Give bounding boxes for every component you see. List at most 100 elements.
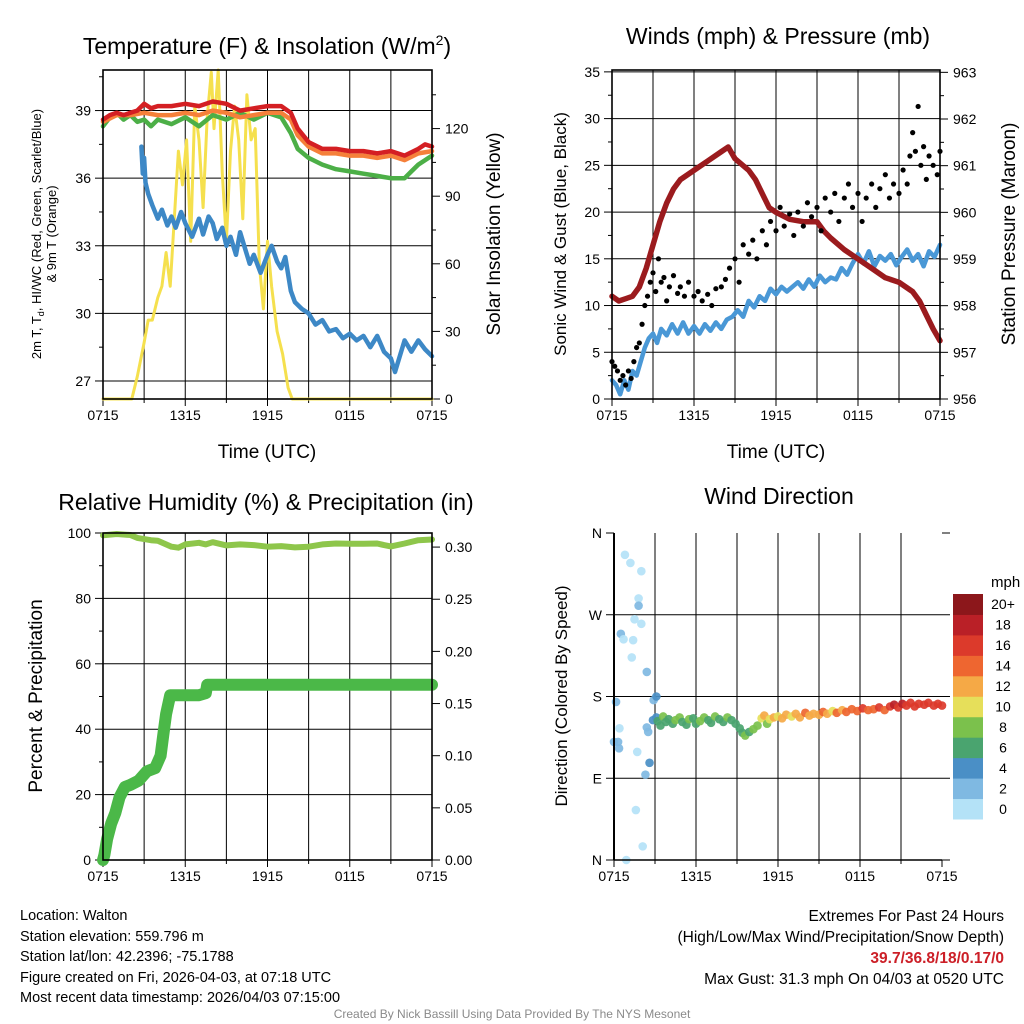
x-tick-label: 1915 <box>252 868 283 884</box>
gust-point <box>612 363 618 369</box>
colorbar-swatch <box>953 757 983 779</box>
gust-point <box>736 279 742 285</box>
max-gust: Max Gust: 31.3 mph On 04/03 at 0520 UTC <box>704 971 1004 988</box>
y-right-tick-label: 0.20 <box>445 643 472 659</box>
gust-point <box>900 167 906 173</box>
y-right-tick-label: 60 <box>445 256 461 272</box>
y-tick-label: 100 <box>68 525 92 541</box>
colorbar-label: 2 <box>999 780 1007 796</box>
credit-line: Created By Nick Bassill Using Data Provi… <box>333 1007 691 1021</box>
wind-direction-point <box>637 566 646 576</box>
y-right-tick-label: 959 <box>953 251 977 267</box>
y-right-tick-label: 0.15 <box>445 696 472 712</box>
colorbar-swatch <box>953 778 983 800</box>
gust-point <box>882 172 888 178</box>
y-tick-label: 40 <box>75 721 91 737</box>
y-right-tick-label: 962 <box>953 111 977 127</box>
gust-point <box>930 162 936 168</box>
gust-point <box>639 321 645 327</box>
y-tick-label: W <box>589 607 603 623</box>
x-tick-label: 0115 <box>335 868 365 884</box>
wind-direction-point <box>619 634 628 644</box>
y-right-tick-label: 0.00 <box>445 852 472 868</box>
gust-point <box>841 195 847 201</box>
extremes-title: Extremes For Past 24 Hours <box>808 908 1004 925</box>
y-right-tick-label: 120 <box>445 121 469 137</box>
colorbar-swatch <box>953 655 983 677</box>
gust-point <box>926 153 932 159</box>
wind-direction-point <box>620 550 630 560</box>
y-axis-label: 2m T, Td, HI/WC (Red, Green, Scarlet/Blu… <box>29 109 46 359</box>
wind-direction-point <box>643 727 653 737</box>
gust-point <box>677 284 683 290</box>
series-line-relative-humidity <box>100 531 435 551</box>
humidity-precip-chart: Relative Humidity (%) & Precipitation (i… <box>26 489 474 884</box>
x-tick-label: 1915 <box>762 868 793 884</box>
y-tick-label: 20 <box>75 787 91 803</box>
gust-point <box>890 181 897 187</box>
wind-direction-point <box>632 747 642 757</box>
wind-direction-point <box>937 701 947 710</box>
gust-point <box>845 181 852 187</box>
x-tick-label: 0715 <box>596 407 627 423</box>
y-tick-label: 33 <box>75 238 91 254</box>
wind-direction-point <box>637 619 646 629</box>
y-right-tick-label: 30 <box>445 323 461 339</box>
x-tick-label: 0715 <box>87 868 118 884</box>
y-right-tick-label: 0.05 <box>445 800 472 816</box>
wind-direction-point <box>613 737 623 747</box>
y-tick-label: 80 <box>75 590 91 606</box>
gust-point <box>647 279 653 285</box>
series-line-precipitation <box>97 678 438 866</box>
gust-point <box>750 237 756 243</box>
gust-point <box>726 265 733 271</box>
gust-point <box>814 204 820 210</box>
gust-point <box>650 270 656 276</box>
gust-point <box>804 200 811 206</box>
extremes-panel: Extremes For Past 24 Hours (High/Low/Max… <box>678 906 1005 990</box>
gust-point <box>863 195 869 201</box>
gust-point <box>655 256 662 262</box>
colorbar-label: 6 <box>999 739 1007 755</box>
x-tick-label: 0715 <box>598 868 629 884</box>
x-tick-label: 0715 <box>926 868 957 884</box>
y-right-tick-label: 961 <box>953 158 977 174</box>
gust-point <box>791 232 797 239</box>
wind-direction-point <box>627 653 637 662</box>
plot-border <box>102 532 433 861</box>
wind-direction-point <box>652 692 661 701</box>
gust-point <box>634 344 640 351</box>
y-tick-label: 10 <box>584 298 600 314</box>
gust-point <box>836 218 842 225</box>
wind-direction-point <box>638 842 647 851</box>
gust-point <box>873 204 879 210</box>
y-tick-label: N <box>592 525 602 541</box>
wind-direction-point <box>753 721 762 730</box>
gust-point <box>732 256 738 262</box>
extremes-legend: (High/Low/Max Wind/Precipitation/Snow De… <box>677 929 1005 946</box>
x-tick-label: 0715 <box>416 868 447 884</box>
x-tick-label: 0115 <box>845 868 875 884</box>
chart-title: Winds (mph) & Pressure (mb) <box>626 23 930 49</box>
y-axis-label: Percent & Precipitation <box>26 599 47 792</box>
gust-point <box>746 251 752 257</box>
plot-border <box>611 69 941 400</box>
y-axis-right-label: Solar Insolation (Yellow) <box>484 132 505 335</box>
x-axis-label: Time (UTC) <box>218 442 317 463</box>
colorbar-title: mph <box>991 574 1020 591</box>
colorbar-swatch <box>953 696 983 718</box>
gust-point <box>628 375 634 382</box>
gust-point <box>855 190 861 196</box>
y-right-tick-label: 0.30 <box>445 539 472 555</box>
location: Location: Walton <box>20 908 128 924</box>
gust-point <box>661 274 667 281</box>
gust-point <box>623 382 629 388</box>
gust-point <box>759 228 765 234</box>
y-axis-right-label: Station Pressure (Maroon) <box>999 123 1020 346</box>
wind-direction-point <box>630 614 639 624</box>
gust-point <box>777 204 783 210</box>
colorbar-label: 16 <box>995 637 1011 653</box>
chart-title: Wind Direction <box>704 483 854 509</box>
lat-lon: Station lat/lon: 42.2396; -75.1788 <box>20 949 234 966</box>
x-tick-label: 1315 <box>170 407 201 423</box>
